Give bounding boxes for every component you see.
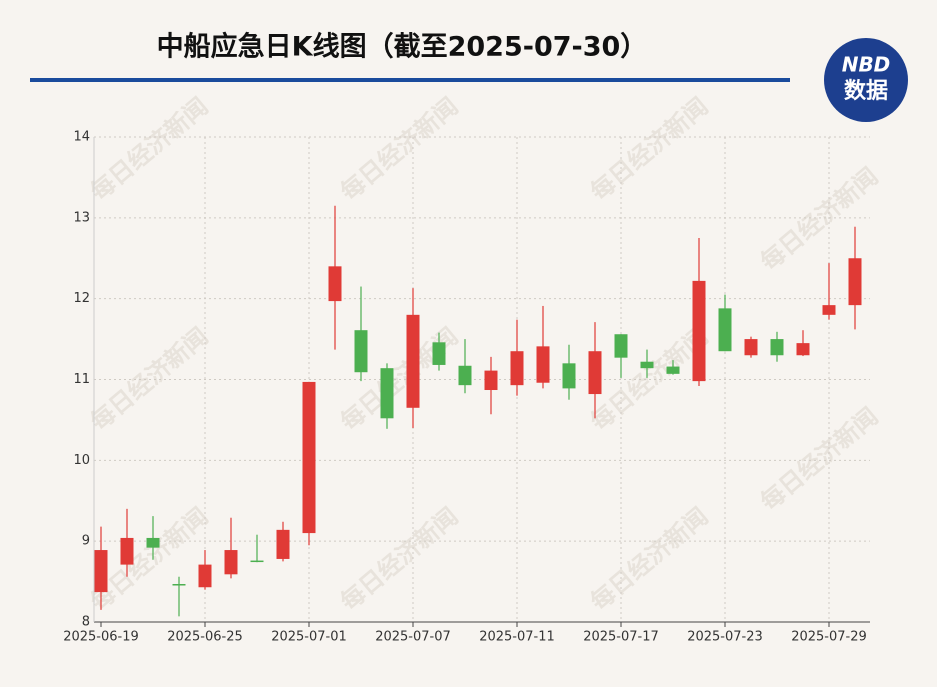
candle-body bbox=[536, 346, 550, 383]
y-tick-label: 10 bbox=[73, 453, 90, 468]
logo bbox=[824, 38, 908, 122]
candle-body bbox=[718, 308, 732, 352]
x-tick-label: 2025-06-25 bbox=[167, 630, 243, 645]
candle-body bbox=[302, 381, 316, 534]
candle-body bbox=[822, 305, 836, 315]
candle-body bbox=[484, 370, 498, 391]
candle-body bbox=[432, 342, 446, 365]
logo-subtext: 数据 bbox=[844, 78, 888, 104]
title-rule bbox=[30, 78, 790, 82]
logo-text: NBD bbox=[842, 53, 891, 77]
candle-body bbox=[94, 550, 108, 593]
candle-body bbox=[510, 351, 524, 386]
candle-body bbox=[198, 564, 212, 588]
x-tick-label: 2025-07-01 bbox=[271, 630, 347, 645]
x-tick-label: 2025-07-29 bbox=[791, 630, 867, 645]
candle-body bbox=[770, 339, 784, 356]
x-tick-label: 2025-07-17 bbox=[583, 630, 659, 645]
x-tick-label: 2025-07-11 bbox=[479, 630, 555, 645]
candle-body bbox=[458, 365, 472, 386]
candle-body bbox=[380, 368, 394, 419]
candle-body bbox=[666, 366, 680, 374]
candle-body bbox=[796, 343, 810, 356]
candle-body bbox=[562, 363, 576, 389]
x-tick-label: 2025-06-19 bbox=[63, 630, 139, 645]
chart-title: 中船应急日K线图（截至2025-07-30） bbox=[157, 31, 648, 63]
candle-body bbox=[250, 560, 264, 563]
y-tick-label: 8 bbox=[82, 615, 90, 630]
candle-body bbox=[692, 280, 706, 382]
candle-body bbox=[640, 361, 654, 369]
candle-body bbox=[172, 584, 186, 586]
candle-body bbox=[588, 351, 602, 395]
candle-body bbox=[276, 529, 290, 559]
candle-body bbox=[848, 258, 862, 306]
candle-body bbox=[406, 314, 420, 408]
candle-body bbox=[224, 550, 238, 575]
y-tick-label: 14 bbox=[73, 130, 90, 145]
y-tick-label: 12 bbox=[73, 291, 90, 306]
candle-body bbox=[328, 266, 342, 302]
candle-body bbox=[744, 339, 758, 356]
candle-body bbox=[614, 334, 628, 358]
x-tick-label: 2025-07-07 bbox=[375, 630, 451, 645]
x-tick-label: 2025-07-23 bbox=[687, 630, 763, 645]
candle-body bbox=[120, 537, 134, 565]
y-tick-label: 11 bbox=[73, 372, 90, 387]
candle-body bbox=[354, 330, 368, 373]
y-tick-label: 9 bbox=[82, 534, 90, 549]
y-tick-label: 13 bbox=[73, 210, 90, 225]
candle-body bbox=[146, 537, 160, 548]
